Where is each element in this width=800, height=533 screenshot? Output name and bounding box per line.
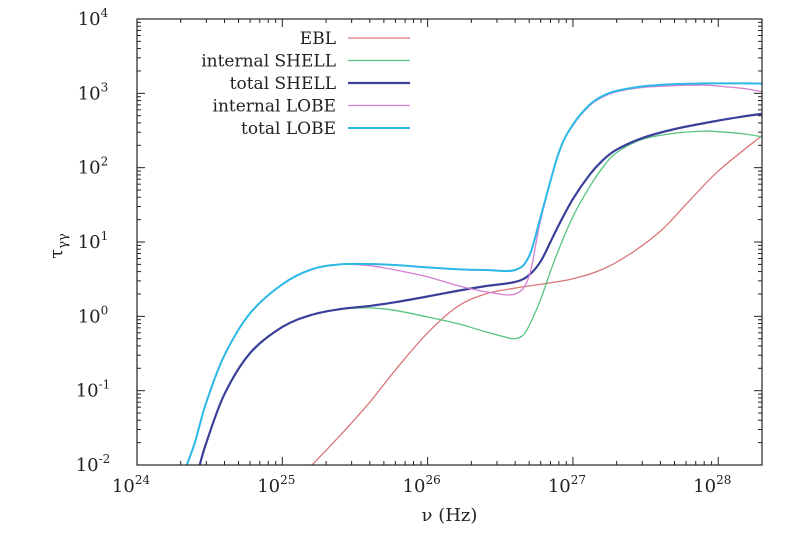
legend-label-0: EBL: [300, 29, 336, 49]
y-tick-label: 101: [78, 229, 109, 253]
legend-label-2: total SHELL: [230, 74, 336, 94]
series-line-3: [186, 84, 762, 465]
x-tick-label: 1026: [403, 473, 441, 497]
series-line-2: [198, 112, 762, 465]
x-tick-label: 1027: [548, 473, 586, 497]
y-axis-label: τγγ: [46, 233, 71, 259]
x-axis-label: ν (Hz): [422, 505, 478, 526]
x-tick-label: 1025: [257, 473, 295, 497]
legend-label-1: internal SHELL: [201, 52, 336, 72]
legend-label-4: total LOBE: [241, 119, 336, 139]
tick-layer: 1024 1025 1026 1027 1028 10-2 10-1 100 101 102 103…: [76, 6, 763, 497]
series-line-1: [199, 130, 762, 465]
y-tick-label: 10-2: [76, 452, 111, 476]
y-tick-label: 102: [78, 155, 109, 179]
y-axis-label-symbol: τ: [46, 249, 67, 259]
x-tick-label: 1024: [112, 473, 151, 497]
x-tick-label: 1028: [693, 473, 731, 497]
y-axis-label-subscript: γγ: [56, 233, 71, 249]
legend-label-3: internal LOBE: [213, 97, 336, 117]
y-tick-label: 100: [78, 303, 109, 327]
y-tick-label: 10-1: [76, 378, 111, 402]
series-layer: [185, 82, 762, 465]
series-line-0: [311, 134, 762, 465]
series-line-4: [185, 82, 762, 465]
y-tick-label: 103: [78, 80, 109, 104]
y-tick-label: 104: [78, 6, 109, 30]
